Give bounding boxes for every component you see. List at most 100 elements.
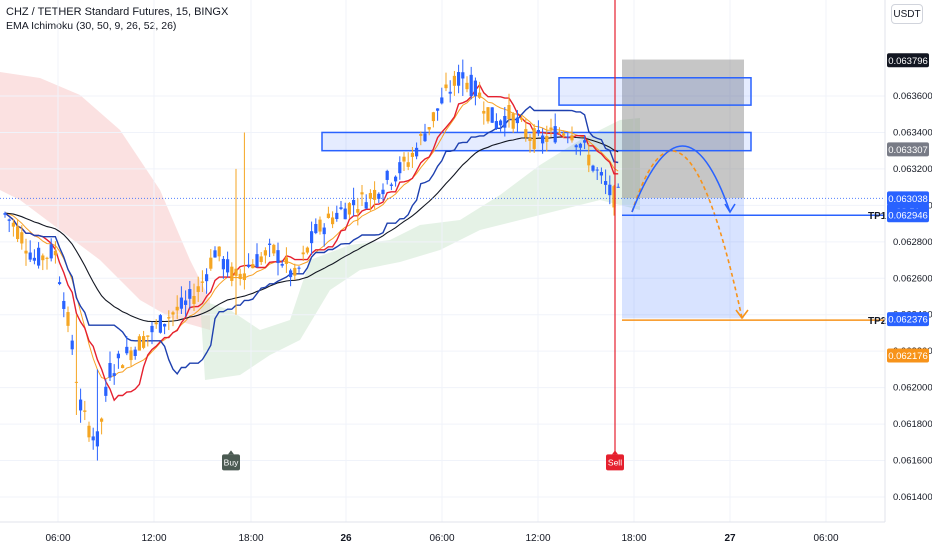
price-axis: 0.0636000.0634000.0632000.0630000.062800…: [884, 0, 932, 522]
signal-pointer: [228, 450, 234, 455]
candle-body: [196, 286, 200, 292]
candle-body: [242, 273, 246, 281]
candle-body: [457, 72, 461, 86]
candle-body: [305, 247, 309, 253]
candle-body: [20, 232, 24, 244]
price-tick-label: 0.061800: [893, 419, 932, 430]
candle-body: [49, 244, 53, 259]
price-tag-bg: [887, 191, 929, 206]
candle-body: [184, 300, 188, 305]
signal-badge: [222, 454, 240, 471]
candle-body: [32, 257, 36, 261]
candle-body: [591, 165, 595, 171]
candle-body: [415, 147, 419, 157]
candle-body: [436, 108, 440, 111]
candle-body: [167, 317, 171, 319]
target-label-tp2: TP2: [868, 316, 887, 327]
candle-body: [179, 297, 183, 309]
candle-body: [280, 263, 284, 266]
time-tick-label: 27: [724, 533, 736, 544]
candle-body: [394, 176, 398, 182]
candle-body: [11, 222, 15, 227]
stop-zone: [622, 59, 744, 199]
candle-body: [16, 226, 20, 240]
price-tag-text: 0.062176: [888, 351, 928, 362]
candle-body: [284, 257, 288, 264]
candle-body: [431, 112, 435, 122]
candle-body: [461, 72, 465, 79]
candle-body: [112, 373, 116, 376]
signal-sell: Sell: [606, 450, 624, 471]
candle-body: [100, 418, 104, 422]
candle-body: [301, 252, 305, 255]
time-tick-label: 06:00: [429, 533, 454, 544]
candle-body: [28, 252, 32, 260]
candle-body: [469, 74, 473, 97]
candle-body: [557, 132, 561, 134]
candle-body: [494, 121, 498, 129]
candle-body: [121, 365, 125, 369]
candle-body: [499, 120, 503, 126]
candle-body: [41, 255, 45, 261]
candle-body: [37, 247, 41, 266]
candle-body: [515, 117, 519, 124]
time-tick-label: 12:00: [525, 533, 550, 544]
candle-body: [524, 129, 528, 138]
candle-body: [352, 199, 356, 206]
signal-pointer: [612, 450, 618, 455]
candle-body: [612, 186, 616, 208]
candle-body: [570, 135, 574, 141]
candle-body: [263, 250, 267, 256]
candle-body: [541, 135, 545, 144]
candle-body: [251, 264, 255, 269]
candle-body: [104, 386, 108, 396]
candle-body: [45, 257, 49, 259]
candle-body: [154, 322, 158, 325]
price-tag-text: 0.063307: [888, 145, 928, 156]
candle-body: [221, 258, 225, 270]
candle-body: [549, 127, 553, 130]
price-tag-bg: [887, 208, 929, 223]
signal-text: Buy: [224, 457, 239, 467]
candle-body: [125, 346, 129, 354]
candle-body: [158, 315, 162, 333]
candle-body: [389, 184, 393, 186]
price-tick-label: 0.061600: [893, 456, 932, 467]
candle-body: [255, 254, 259, 268]
candle-body: [595, 169, 599, 171]
candle-body: [507, 105, 511, 120]
candle-body: [297, 267, 301, 269]
price-tag-bg: [887, 312, 929, 327]
price-tag-text: 0.063038: [888, 194, 928, 205]
candle-body: [310, 231, 314, 244]
arrow-head-blue: [724, 203, 736, 214]
candle-body: [532, 128, 536, 149]
candle-body: [70, 340, 74, 350]
candle-body: [520, 118, 524, 120]
currency-button[interactable]: USDT: [891, 4, 923, 24]
time-tick-label: 18:00: [621, 533, 646, 544]
candle-body: [238, 273, 242, 279]
candle-body: [478, 92, 482, 98]
candle-body: [423, 133, 427, 142]
candle-body: [322, 227, 326, 235]
candle-body: [200, 281, 204, 283]
candle-body: [599, 172, 603, 176]
candle-body: [465, 82, 469, 90]
candle-body: [150, 325, 154, 333]
candle-body: [74, 381, 78, 383]
price-tick-label: 0.062800: [893, 237, 932, 248]
price-tag-text: 0.062376: [888, 315, 928, 326]
candle-body: [448, 91, 452, 94]
time-tick-label: 12:00: [141, 533, 166, 544]
candle-body: [133, 349, 137, 356]
candle-body: [419, 133, 423, 136]
cloud-bear: [0, 72, 210, 330]
candle-body: [95, 431, 99, 447]
candle-body: [335, 212, 339, 220]
symbol-title: CHZ / TETHER Standard Futures, 15, BINGX: [6, 6, 229, 18]
price-tick-label: 0.063200: [893, 164, 932, 175]
candle-body: [146, 335, 150, 337]
candle-body: [226, 259, 230, 273]
